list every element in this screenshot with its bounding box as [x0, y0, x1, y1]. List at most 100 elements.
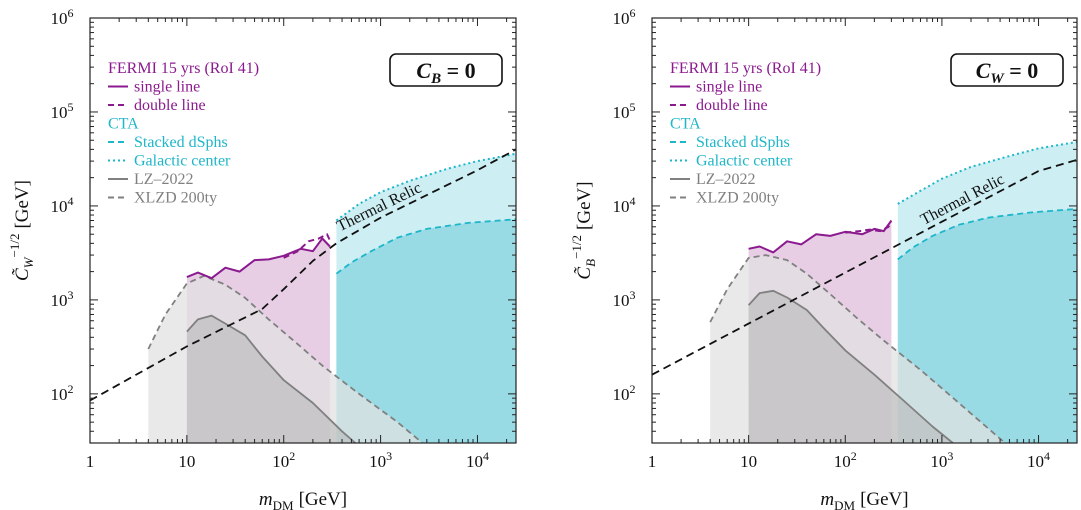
x-tick-exp: 4 [483, 449, 489, 463]
x-tick-base: 1 [86, 452, 95, 471]
x-tick-base: 10 [466, 452, 483, 471]
y-tick-label: 103 [51, 288, 74, 310]
y-tick-exp: 5 [630, 100, 636, 114]
coupling-label: CB = 0 [416, 58, 475, 87]
y-axis-sup: −1/2 [7, 234, 22, 258]
legend-xlzd-label: XLZD 200ty [134, 190, 217, 207]
coupling-sub: B [430, 71, 441, 87]
legend-cta-stacked-label: Stacked dSphs [696, 134, 790, 151]
cta-dsph-region [336, 219, 516, 443]
y-tick-label: 103 [613, 288, 636, 310]
coupling-main: C [976, 58, 991, 83]
x-axis-unit: [GeV] [299, 489, 348, 510]
x-tick-label: 104 [1027, 449, 1050, 471]
x-tick-base: 1 [648, 452, 657, 471]
legend-fermi-single-label: single line [696, 79, 762, 96]
x-axis-label: mDM [GeV] [820, 489, 908, 510]
x-tick-base: 10 [369, 452, 386, 471]
legend-fermi-single-label: single line [134, 79, 200, 96]
x-tick-label: 1 [648, 452, 657, 471]
legend-xlzd-label: XLZD 200ty [696, 190, 779, 207]
y-tick-base: 10 [51, 9, 68, 28]
y-tick-base: 10 [613, 197, 630, 216]
cta-dsph-line [897, 208, 1077, 261]
y-axis-unit: [GeV] [12, 180, 33, 229]
x-axis-sub: DM [834, 498, 855, 510]
y-axis-label: C̃W−1/2 [GeV] [7, 180, 36, 281]
y-tick-exp: 3 [68, 288, 74, 302]
coupling-eq: = 0 [441, 58, 476, 83]
x-axis-label: mDM [GeV] [259, 489, 347, 510]
x-tick-label: 102 [272, 449, 295, 471]
coupling-box [950, 53, 1064, 87]
cta-dsph-region [897, 208, 1077, 443]
legend-fermi-double-label: double line [696, 97, 768, 114]
y-tick-exp: 6 [630, 6, 636, 20]
y-tick-exp: 3 [630, 288, 636, 302]
thermal-relic-line [90, 148, 516, 402]
cta-gc-line [897, 140, 1077, 205]
fermi-single-line [186, 237, 331, 280]
legend-cta-title: CTA [108, 116, 139, 133]
x-tick-label: 1 [86, 452, 95, 471]
y-tick-base: 10 [51, 197, 68, 216]
x-tick-label: 10 [740, 452, 757, 471]
y-tick-base: 10 [51, 291, 68, 310]
coupling-sub: W [990, 71, 1005, 87]
legend-cta-gc-label: Galactic center [696, 153, 793, 170]
coupling-box [389, 53, 503, 87]
y-tick-exp: 4 [68, 194, 74, 208]
plot-area [90, 148, 516, 443]
coupling-main: C [416, 58, 431, 83]
legend-cta-title: CTA [670, 116, 701, 133]
fermi-single-line [748, 219, 893, 254]
coupling-label: CW = 0 [976, 58, 1039, 87]
y-tick-label: 104 [613, 194, 636, 216]
y-axis-main: C̃ [12, 268, 33, 281]
legend-cta-gc-label: Galactic center [134, 153, 231, 170]
x-tick-exp: 3 [947, 449, 953, 463]
fermi-double-line [283, 233, 331, 259]
plot-frame [651, 17, 1078, 444]
legend-fermi-title: FERMI 15 yrs (RoI 41) [108, 60, 259, 77]
fermi-double-line [845, 221, 893, 234]
y-tick-label: 106 [51, 6, 74, 28]
y-axis-sub: W [21, 256, 36, 268]
lz-region [186, 315, 356, 443]
x-tick-base: 10 [740, 452, 757, 471]
lz-line [747, 289, 954, 443]
lz-region [748, 290, 953, 443]
x-tick-exp: 3 [386, 449, 392, 463]
plot-area [652, 140, 1077, 443]
y-tick-label: 106 [613, 6, 636, 28]
y-tick-base: 10 [613, 103, 630, 122]
coupling-eq: = 0 [1004, 58, 1039, 83]
y-tick-label: 102 [51, 382, 74, 404]
y-tick-exp: 2 [68, 382, 74, 396]
x-tick-base: 10 [930, 452, 947, 471]
x-tick-base: 10 [1027, 452, 1044, 471]
cta-dsph-line [335, 218, 516, 275]
plot-frame [89, 17, 517, 444]
legend-fermi-title: FERMI 15 yrs (RoI 41) [670, 60, 821, 77]
y-tick-label: 102 [613, 382, 636, 404]
x-tick-base: 10 [834, 452, 851, 471]
x-tick-exp: 4 [1044, 449, 1050, 463]
y-axis-sup: −1/2 [569, 235, 584, 259]
y-tick-label: 105 [51, 100, 74, 122]
y-axis-label: C̃B−1/2 [GeV] [569, 181, 598, 279]
x-tick-exp: 2 [851, 449, 857, 463]
y-tick-exp: 2 [630, 382, 636, 396]
legend-lz-label: LZ–2022 [134, 171, 194, 188]
legend-cta-stacked-label: Stacked dSphs [134, 134, 228, 151]
x-tick-label: 104 [466, 449, 489, 471]
xlzd-line [709, 254, 1006, 443]
y-tick-base: 10 [613, 9, 630, 28]
y-axis-main: C̃ [574, 267, 595, 280]
x-axis-unit: [GeV] [860, 489, 909, 510]
x-axis-main: m [259, 489, 273, 510]
legend-fermi-double-label: double line [134, 97, 206, 114]
y-axis-unit: [GeV] [574, 181, 595, 230]
